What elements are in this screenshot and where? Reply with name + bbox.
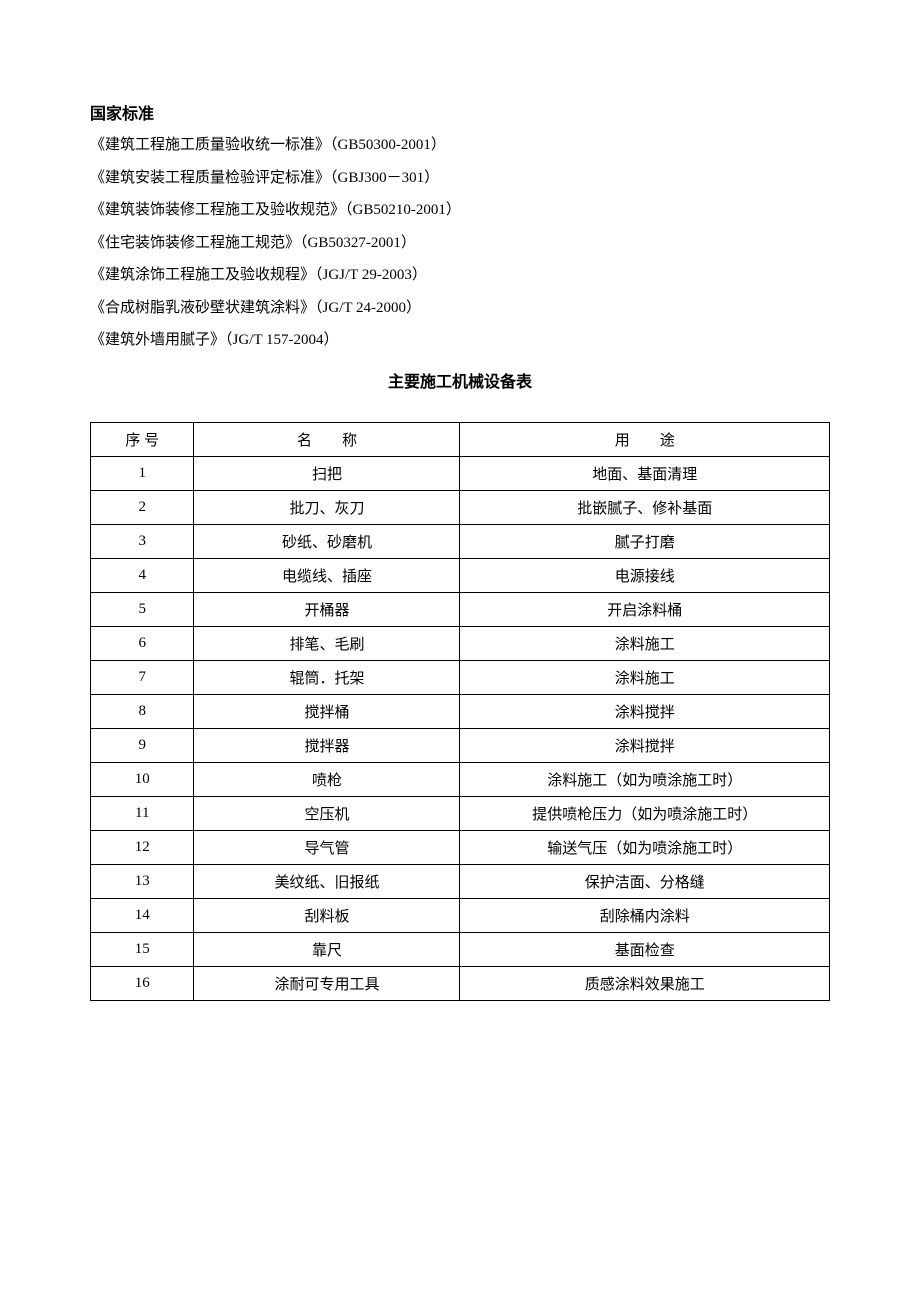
standards-list: 《建筑工程施工质量验收统一标准》（GB50300-2001） 《建筑安装工程质量… xyxy=(90,134,830,352)
cell-name: 排笔、毛刷 xyxy=(194,626,460,660)
cell-name: 扫把 xyxy=(194,456,460,490)
cell-name: 刮料板 xyxy=(194,898,460,932)
table-body: 1扫把地面、基面清理2批刀、灰刀批嵌腻子、修补基面3砂纸、砂磨机腻子打磨4电缆线… xyxy=(91,456,830,1000)
cell-name: 美纹纸、旧报纸 xyxy=(194,864,460,898)
table-row: 16涂耐可专用工具质感涂料效果施工 xyxy=(91,966,830,1000)
col-header-use: 用 途 xyxy=(460,422,830,456)
cell-use: 保护洁面、分格缝 xyxy=(460,864,830,898)
table-row: 11空压机提供喷枪压力（如为喷涂施工时） xyxy=(91,796,830,830)
cell-name: 砂纸、砂磨机 xyxy=(194,524,460,558)
cell-use: 涂料施工 xyxy=(460,660,830,694)
standard-item: 《建筑装饰装修工程施工及验收规范》（GB50210-2001） xyxy=(90,199,830,222)
table-row: 7辊筒．托架涂料施工 xyxy=(91,660,830,694)
cell-use: 提供喷枪压力（如为喷涂施工时） xyxy=(460,796,830,830)
col-header-seq: 序 号 xyxy=(91,422,194,456)
cell-seq: 11 xyxy=(91,796,194,830)
cell-name: 搅拌桶 xyxy=(194,694,460,728)
cell-use: 涂料施工 xyxy=(460,626,830,660)
cell-use: 涂料施工（如为喷涂施工时） xyxy=(460,762,830,796)
cell-name: 靠尺 xyxy=(194,932,460,966)
cell-name: 开桶器 xyxy=(194,592,460,626)
cell-seq: 3 xyxy=(91,524,194,558)
table-row: 1扫把地面、基面清理 xyxy=(91,456,830,490)
cell-seq: 13 xyxy=(91,864,194,898)
standard-item: 《建筑外墙用腻子》（JG/T 157-2004） xyxy=(90,329,830,352)
section-title: 国家标准 xyxy=(90,100,830,124)
cell-seq: 4 xyxy=(91,558,194,592)
cell-name: 涂耐可专用工具 xyxy=(194,966,460,1000)
table-header-row: 序 号 名 称 用 途 xyxy=(91,422,830,456)
cell-use: 批嵌腻子、修补基面 xyxy=(460,490,830,524)
table-row: 8搅拌桶涂料搅拌 xyxy=(91,694,830,728)
cell-name: 喷枪 xyxy=(194,762,460,796)
cell-seq: 5 xyxy=(91,592,194,626)
table-row: 14刮料板刮除桶内涂料 xyxy=(91,898,830,932)
cell-name: 空压机 xyxy=(194,796,460,830)
equipment-table: 序 号 名 称 用 途 1扫把地面、基面清理2批刀、灰刀批嵌腻子、修补基面3砂纸… xyxy=(90,422,830,1001)
cell-seq: 1 xyxy=(91,456,194,490)
table-title: 主要施工机械设备表 xyxy=(90,368,830,392)
cell-seq: 10 xyxy=(91,762,194,796)
cell-name: 电缆线、插座 xyxy=(194,558,460,592)
standard-item: 《建筑涂饰工程施工及验收规程》（JGJ/T 29-2003） xyxy=(90,264,830,287)
cell-use: 电源接线 xyxy=(460,558,830,592)
cell-use: 质感涂料效果施工 xyxy=(460,966,830,1000)
cell-seq: 8 xyxy=(91,694,194,728)
table-row: 9搅拌器涂料搅拌 xyxy=(91,728,830,762)
cell-use: 涂料搅拌 xyxy=(460,694,830,728)
cell-seq: 12 xyxy=(91,830,194,864)
table-row: 10喷枪涂料施工（如为喷涂施工时） xyxy=(91,762,830,796)
cell-seq: 15 xyxy=(91,932,194,966)
cell-use: 开启涂料桶 xyxy=(460,592,830,626)
cell-name: 批刀、灰刀 xyxy=(194,490,460,524)
cell-seq: 9 xyxy=(91,728,194,762)
table-row: 4电缆线、插座电源接线 xyxy=(91,558,830,592)
cell-use: 输送气压（如为喷涂施工时） xyxy=(460,830,830,864)
table-row: 13美纹纸、旧报纸保护洁面、分格缝 xyxy=(91,864,830,898)
standard-item: 《建筑安装工程质量检验评定标准》（GBJ300－301） xyxy=(90,167,830,190)
col-header-name: 名 称 xyxy=(194,422,460,456)
table-row: 2批刀、灰刀批嵌腻子、修补基面 xyxy=(91,490,830,524)
table-row: 3砂纸、砂磨机腻子打磨 xyxy=(91,524,830,558)
table-row: 5开桶器开启涂料桶 xyxy=(91,592,830,626)
cell-seq: 14 xyxy=(91,898,194,932)
cell-use: 腻子打磨 xyxy=(460,524,830,558)
cell-use: 地面、基面清理 xyxy=(460,456,830,490)
cell-use: 基面检查 xyxy=(460,932,830,966)
standard-item: 《合成树脂乳液砂壁状建筑涂料》（JG/T 24-2000） xyxy=(90,297,830,320)
cell-name: 辊筒．托架 xyxy=(194,660,460,694)
cell-use: 涂料搅拌 xyxy=(460,728,830,762)
cell-name: 导气管 xyxy=(194,830,460,864)
cell-use: 刮除桶内涂料 xyxy=(460,898,830,932)
cell-seq: 2 xyxy=(91,490,194,524)
cell-name: 搅拌器 xyxy=(194,728,460,762)
table-row: 15靠尺基面检查 xyxy=(91,932,830,966)
standard-item: 《住宅装饰装修工程施工规范》（GB50327-2001） xyxy=(90,232,830,255)
standard-item: 《建筑工程施工质量验收统一标准》（GB50300-2001） xyxy=(90,134,830,157)
table-row: 6排笔、毛刷涂料施工 xyxy=(91,626,830,660)
cell-seq: 16 xyxy=(91,966,194,1000)
table-row: 12导气管输送气压（如为喷涂施工时） xyxy=(91,830,830,864)
cell-seq: 6 xyxy=(91,626,194,660)
cell-seq: 7 xyxy=(91,660,194,694)
